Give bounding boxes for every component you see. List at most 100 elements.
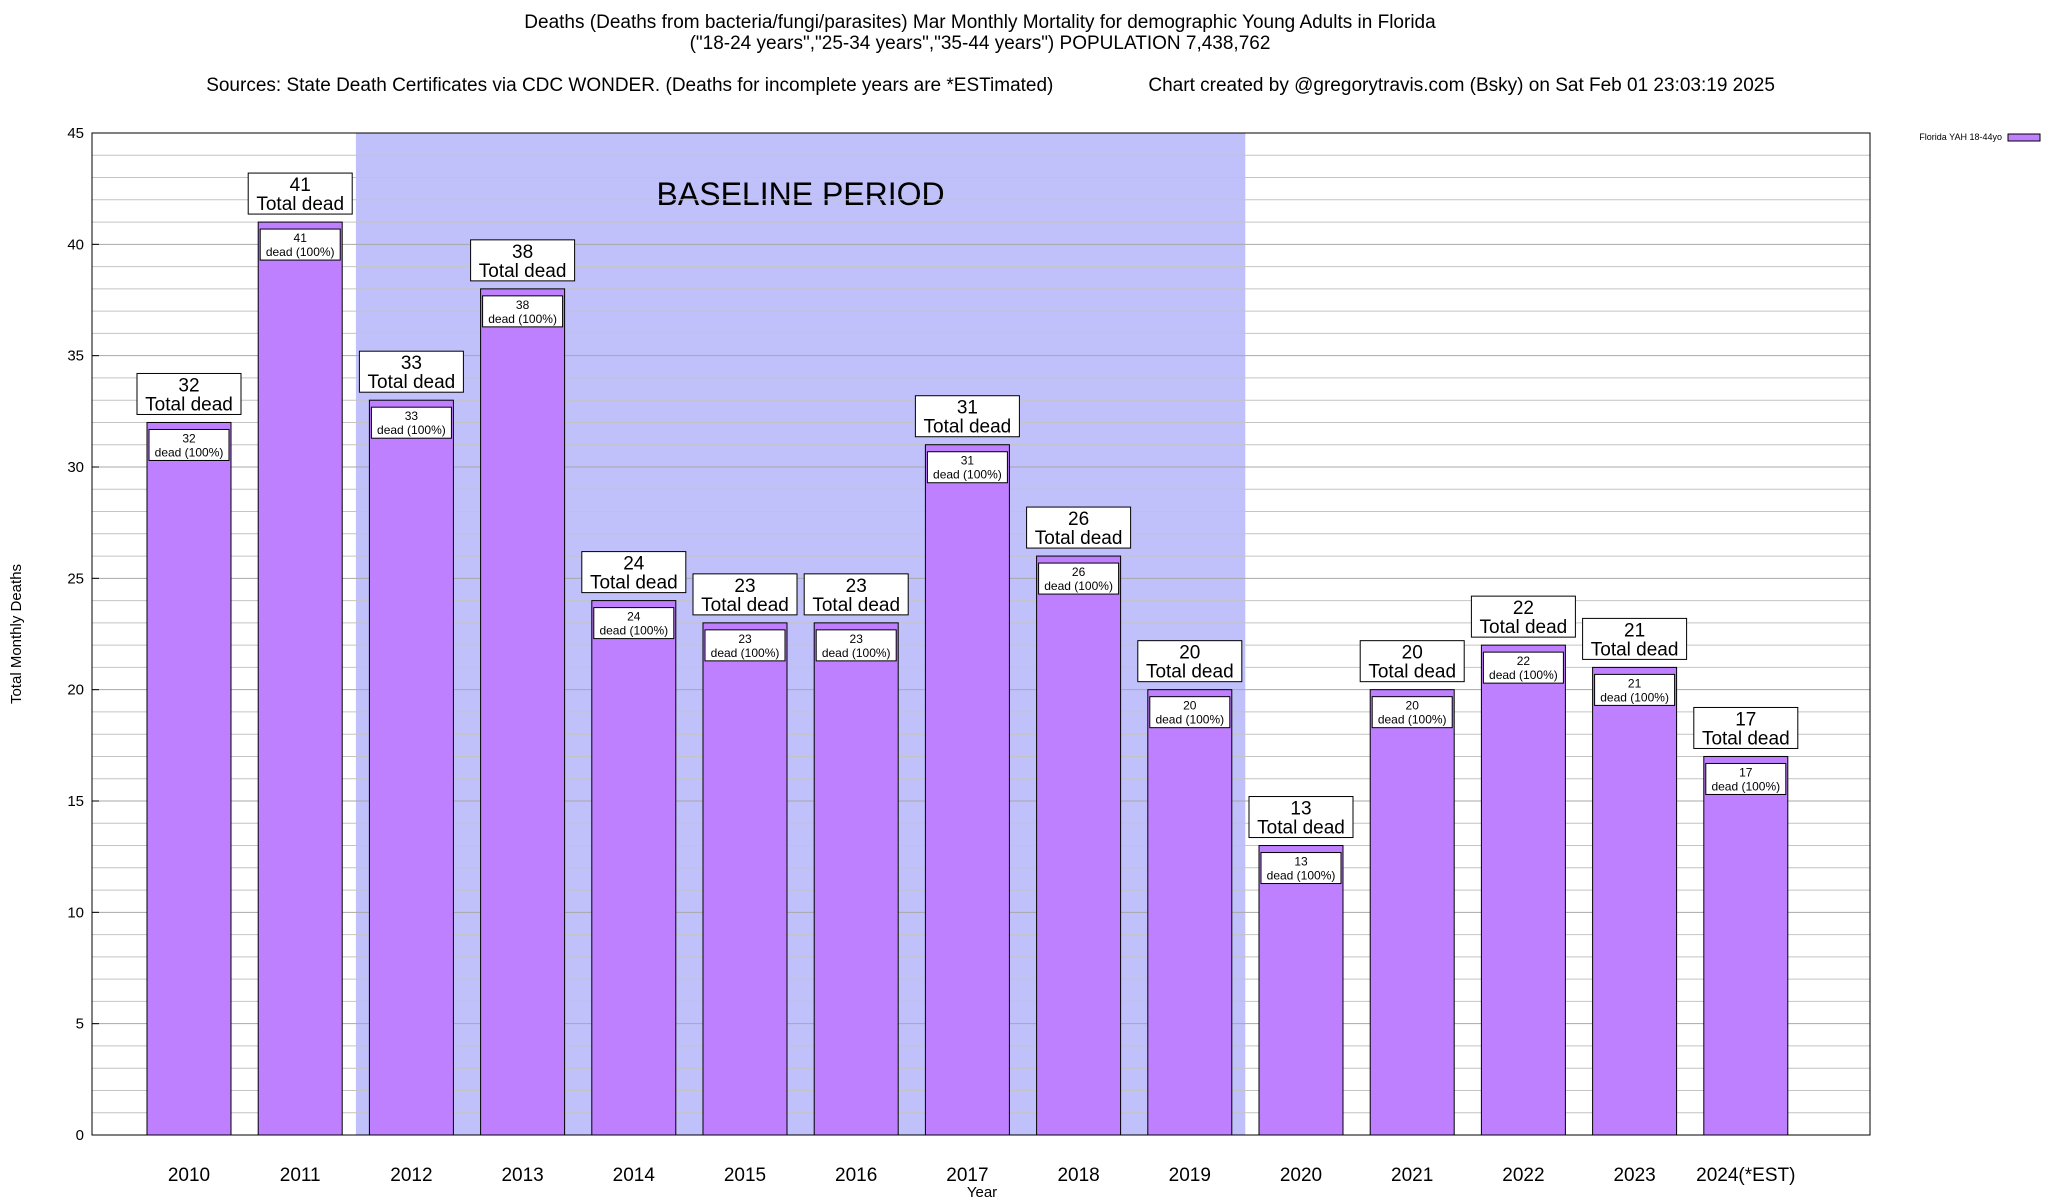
bar-inner-value: 13: [1294, 855, 1308, 869]
bar-total-label-box: [470, 239, 576, 282]
bar-total-label-box: [247, 172, 353, 215]
bar: [702, 622, 788, 1136]
bar-total-label: Total dead: [1368, 662, 1456, 683]
x-tick-label: 2012: [390, 1165, 432, 1186]
bar-total-label-box: [914, 395, 1020, 438]
x-tick-label: 2024(*EST): [1696, 1165, 1795, 1186]
bar-total-value: 23: [846, 576, 867, 597]
bar-inner-label-box: [704, 629, 786, 662]
bar-inner-value: 26: [1072, 565, 1086, 579]
bar-inner-label: dead (100%): [1600, 690, 1669, 704]
bar: [1147, 689, 1233, 1136]
bar-inner-value: 38: [516, 298, 530, 312]
y-tick-label: 15: [67, 793, 84, 810]
bar-inner-value: 20: [1183, 699, 1197, 713]
axes-layer: 2010 2011 2012 2013 2014 2015 2016 2017 2018 2019…: [8, 125, 1871, 1200]
bar: [1703, 755, 1789, 1136]
bar-total-label-box: [136, 372, 242, 415]
y-tick-label: 30: [67, 459, 84, 476]
bar-total-value: 33: [401, 353, 422, 374]
bar-inner-label: dead (100%): [1378, 713, 1447, 727]
bar-total-value: 22: [1513, 598, 1534, 619]
y-tick-label: 45: [67, 125, 84, 142]
bar: [1480, 644, 1566, 1136]
x-axis-label: Year: [967, 1184, 997, 1200]
bar-inner-label-box: [1371, 696, 1453, 729]
bar-total-label-box: [1582, 617, 1688, 660]
bar: [813, 622, 899, 1136]
bar-total-label: Total dead: [479, 261, 567, 282]
bar-inner-value: 22: [1517, 654, 1531, 668]
bar-total-label-box: [1693, 706, 1799, 749]
bar-inner-label-box: [370, 406, 452, 439]
y-tick-label: 5: [76, 1016, 84, 1033]
bar-inner-value: 21: [1628, 676, 1642, 690]
y-tick-label: 20: [67, 682, 84, 699]
x-tick-label: 2014: [613, 1165, 656, 1186]
bar-inner-label-box: [1260, 852, 1342, 885]
bar-total-label: Total dead: [1702, 728, 1790, 749]
y-tick-label: 35: [67, 348, 84, 365]
bar-inner-label: dead (100%): [1267, 869, 1336, 883]
bar-inner-value: 33: [405, 409, 419, 423]
bar: [1036, 555, 1122, 1136]
bar-total-value: 24: [623, 554, 645, 575]
x-tick-label: 2021: [1391, 1165, 1433, 1186]
bar-total-label: Total dead: [590, 573, 678, 594]
bar-total-label-box: [1470, 595, 1576, 638]
bar-inner-label: dead (100%): [1155, 713, 1224, 727]
bar-inner-value: 23: [738, 632, 752, 646]
bar-total-value: 13: [1290, 799, 1311, 820]
bar-inner-label: dead (100%): [377, 423, 446, 437]
x-tick-label: 2016: [835, 1165, 877, 1186]
bar-total-value: 32: [178, 375, 199, 396]
bar-inner-value: 20: [1406, 699, 1420, 713]
bar: [257, 221, 343, 1136]
bar: [1369, 689, 1455, 1136]
bar-inner-label: dead (100%): [266, 245, 335, 259]
y-tick-label: 10: [67, 904, 84, 921]
bar-total-label-box: [1137, 640, 1243, 683]
bar-inner-label: dead (100%): [1711, 779, 1780, 793]
bar: [1592, 666, 1678, 1136]
bar-inner-value: 24: [627, 610, 641, 624]
x-tick-label: 2011: [280, 1165, 321, 1186]
bar-total-label: Total dead: [1480, 617, 1568, 638]
bar-total-label: Total dead: [812, 595, 900, 616]
y-tick-label: 0: [76, 1127, 84, 1144]
bar-total-label: Total dead: [1591, 639, 1679, 660]
bar-total-label-box: [581, 551, 687, 594]
bar-total-label-box: [358, 350, 464, 393]
x-tick-label: 2015: [724, 1165, 766, 1186]
legend-swatch: [2007, 133, 2041, 142]
bar-inner-label-box: [1482, 651, 1564, 684]
legend-layer: Florida YAH 18-44yo: [1919, 132, 2041, 142]
bar-inner-label-box: [148, 428, 230, 461]
x-tick-label: 2023: [1613, 1165, 1655, 1186]
y-tick-label: 25: [67, 570, 84, 587]
chart-credit: Chart created by @gregorytravis.com (Bsk…: [1148, 75, 1775, 96]
bar-total-label: Total dead: [256, 194, 344, 215]
chart-subtitle: ("18-24 years","25-34 years","35-44 year…: [689, 33, 1271, 54]
bar-total-value: 23: [734, 576, 755, 597]
bar-inner-label: dead (100%): [822, 646, 891, 660]
bar-inner-label: dead (100%): [488, 312, 557, 326]
bar-total-label-box: [1248, 796, 1354, 839]
bar-inner-label-box: [1149, 696, 1231, 729]
bar-inner-value: 17: [1739, 765, 1753, 779]
bar-inner-label: dead (100%): [1489, 668, 1558, 682]
bar: [368, 399, 454, 1136]
bar-total-value: 21: [1624, 620, 1645, 641]
bar-total-label: Total dead: [145, 394, 233, 415]
baseline-label: BASELINE PERIOD: [657, 176, 945, 212]
y-tick-label: 40: [67, 236, 84, 253]
bar-total-label-box: [1026, 506, 1132, 549]
bar-total-value: 20: [1179, 643, 1200, 664]
x-tick-label: 2018: [1057, 1165, 1099, 1186]
bar-inner-value: 32: [182, 431, 196, 445]
bar-inner-label: dead (100%): [599, 624, 668, 638]
bar-total-label: Total dead: [924, 417, 1012, 438]
bar-total-value: 17: [1735, 709, 1756, 730]
